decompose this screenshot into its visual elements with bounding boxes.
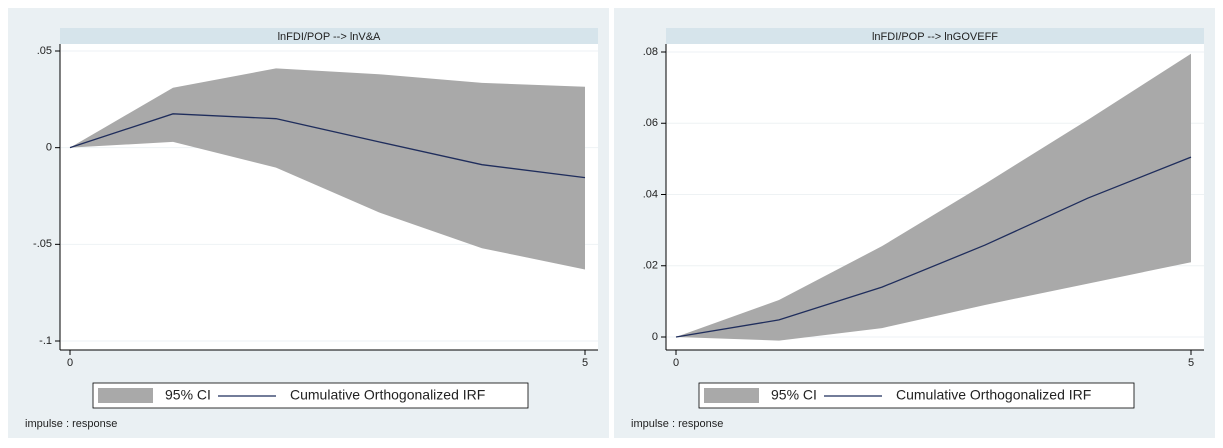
x-tick-label: 5 [1188, 357, 1194, 369]
irf-line [69, 113, 586, 179]
y-tick-label: 0 [46, 142, 52, 154]
y-tick-label: -.1 [39, 335, 52, 347]
legend-label: 95% CI [165, 387, 211, 403]
irf-line [675, 156, 1192, 338]
panel: lnFDI/POP --> lnGOVEFF .08 .06 .04 .02 0 0 5 95%… [614, 8, 1215, 438]
ci-band [676, 53, 1191, 341]
x-tick-label: 5 [582, 357, 588, 369]
title-strip [666, 28, 1204, 44]
title-strip [60, 28, 598, 44]
y-tick-label: .06 [643, 117, 658, 129]
x-tick-label: 0 [673, 357, 679, 369]
ci-band [70, 68, 585, 270]
legend-box [92, 382, 529, 409]
legend-swatch [98, 388, 153, 403]
panel: lnFDI/POP --> lnV&A .05 0 -.05 -.1 0 5 95% CI Cu… [8, 8, 609, 438]
y-tick-label: -.05 [33, 238, 52, 250]
legend-swatch [704, 388, 759, 403]
legend-label: Cumulative Orthogonalized IRF [896, 387, 1091, 403]
note: impulse : response [25, 418, 117, 430]
y-tick-label: .05 [37, 45, 52, 57]
panel-title: lnFDI/POP --> lnV&A [278, 31, 381, 43]
legend-label: Cumulative Orthogonalized IRF [290, 387, 485, 403]
x-tick-label: 0 [67, 357, 73, 369]
y-tick-label: 0 [652, 331, 658, 343]
panel-title: lnFDI/POP --> lnGOVEFF [872, 31, 998, 43]
legend-label: 95% CI [771, 387, 817, 403]
note: impulse : response [631, 418, 723, 430]
y-tick-label: .08 [643, 46, 658, 58]
y-tick-label: .04 [643, 188, 658, 200]
legend-box [698, 382, 1135, 409]
y-tick-label: .02 [643, 260, 658, 272]
